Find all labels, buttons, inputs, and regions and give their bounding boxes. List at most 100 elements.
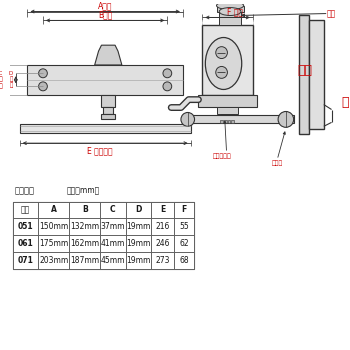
Bar bbox=[309, 20, 324, 129]
Bar bbox=[13, 202, 38, 218]
Text: 螺钉调距器: 螺钉调距器 bbox=[212, 153, 231, 159]
Text: 203mm: 203mm bbox=[39, 256, 68, 265]
Text: 19mm: 19mm bbox=[126, 256, 150, 265]
Ellipse shape bbox=[205, 37, 242, 90]
Bar bbox=[126, 252, 151, 269]
Text: 37mm: 37mm bbox=[101, 222, 125, 231]
Bar bbox=[228, 120, 231, 123]
Text: C
宽
度: C 宽 度 bbox=[0, 71, 2, 89]
Text: A总长: A总长 bbox=[98, 1, 112, 10]
Bar bbox=[183, 116, 294, 123]
Text: C: C bbox=[110, 205, 116, 215]
Bar bbox=[102, 94, 115, 106]
Bar bbox=[102, 114, 115, 119]
Polygon shape bbox=[94, 45, 122, 65]
Text: B: B bbox=[82, 205, 88, 215]
Text: 单位（mm）: 单位（mm） bbox=[66, 187, 99, 196]
Text: 19mm: 19mm bbox=[126, 222, 150, 231]
Bar bbox=[69, 202, 100, 218]
Bar bbox=[202, 26, 253, 94]
Circle shape bbox=[163, 82, 172, 91]
Circle shape bbox=[38, 69, 47, 78]
Text: 门: 门 bbox=[341, 96, 349, 109]
Bar bbox=[27, 65, 183, 94]
Text: D
孔
距: D 孔 距 bbox=[9, 71, 13, 88]
Ellipse shape bbox=[219, 8, 241, 15]
Text: 150mm: 150mm bbox=[39, 222, 68, 231]
Bar bbox=[151, 202, 174, 218]
Bar bbox=[13, 252, 38, 269]
Text: 安装尺寸: 安装尺寸 bbox=[15, 187, 35, 196]
Bar bbox=[217, 106, 238, 114]
Text: 132mm: 132mm bbox=[70, 222, 99, 231]
Text: E 摆臂长度: E 摆臂长度 bbox=[88, 146, 113, 155]
Text: 型号: 型号 bbox=[21, 205, 30, 215]
Text: 273: 273 bbox=[155, 256, 170, 265]
Bar bbox=[217, 6, 244, 12]
Bar bbox=[126, 202, 151, 218]
Bar bbox=[100, 252, 126, 269]
Text: F: F bbox=[181, 205, 187, 215]
Bar bbox=[224, 120, 226, 123]
Bar bbox=[174, 218, 194, 235]
Bar bbox=[69, 235, 100, 252]
Bar bbox=[151, 218, 174, 235]
Text: 41mm: 41mm bbox=[101, 239, 125, 248]
Text: 家庭: 家庭 bbox=[298, 64, 313, 77]
Bar bbox=[13, 218, 38, 235]
Bar bbox=[151, 252, 174, 269]
Bar bbox=[38, 202, 69, 218]
Text: 68: 68 bbox=[179, 256, 189, 265]
Bar bbox=[198, 94, 257, 106]
Text: D: D bbox=[135, 205, 141, 215]
Text: 62: 62 bbox=[179, 239, 189, 248]
Text: 061: 061 bbox=[18, 239, 33, 248]
Bar bbox=[151, 235, 174, 252]
Bar bbox=[100, 202, 126, 218]
Bar bbox=[219, 12, 241, 26]
Bar bbox=[38, 252, 69, 269]
Text: F 圆度: F 圆度 bbox=[228, 7, 243, 16]
Circle shape bbox=[163, 69, 172, 78]
Circle shape bbox=[181, 112, 195, 126]
Bar bbox=[174, 235, 194, 252]
Bar bbox=[103, 106, 113, 114]
Text: 45mm: 45mm bbox=[101, 256, 125, 265]
Bar bbox=[13, 235, 38, 252]
Text: 19mm: 19mm bbox=[126, 239, 150, 248]
Text: 187mm: 187mm bbox=[70, 256, 99, 265]
Bar bbox=[69, 252, 100, 269]
Bar bbox=[13, 202, 194, 269]
Bar bbox=[174, 252, 194, 269]
Circle shape bbox=[278, 112, 294, 127]
Text: 175mm: 175mm bbox=[39, 239, 68, 248]
Text: 篆子: 篆子 bbox=[327, 9, 336, 19]
Bar bbox=[38, 235, 69, 252]
Text: 162mm: 162mm bbox=[70, 239, 99, 248]
Circle shape bbox=[38, 82, 47, 91]
Bar bbox=[126, 218, 151, 235]
Circle shape bbox=[216, 66, 228, 78]
Bar bbox=[231, 120, 235, 123]
Text: 55: 55 bbox=[179, 222, 189, 231]
Text: B孔距: B孔距 bbox=[98, 10, 112, 20]
Text: E: E bbox=[160, 205, 165, 215]
Bar bbox=[20, 124, 191, 133]
Bar bbox=[220, 120, 223, 123]
Bar bbox=[220, 114, 235, 120]
Circle shape bbox=[216, 47, 228, 58]
Bar bbox=[174, 202, 194, 218]
Bar bbox=[126, 235, 151, 252]
Text: 216: 216 bbox=[155, 222, 170, 231]
Bar bbox=[38, 218, 69, 235]
Ellipse shape bbox=[217, 2, 244, 9]
Text: 246: 246 bbox=[155, 239, 170, 248]
Bar bbox=[100, 218, 126, 235]
Text: 安装座: 安装座 bbox=[272, 160, 283, 166]
Bar bbox=[100, 235, 126, 252]
Bar bbox=[300, 15, 309, 134]
Text: A: A bbox=[51, 205, 57, 215]
Text: 051: 051 bbox=[18, 222, 33, 231]
Text: 071: 071 bbox=[18, 256, 33, 265]
Bar bbox=[69, 218, 100, 235]
